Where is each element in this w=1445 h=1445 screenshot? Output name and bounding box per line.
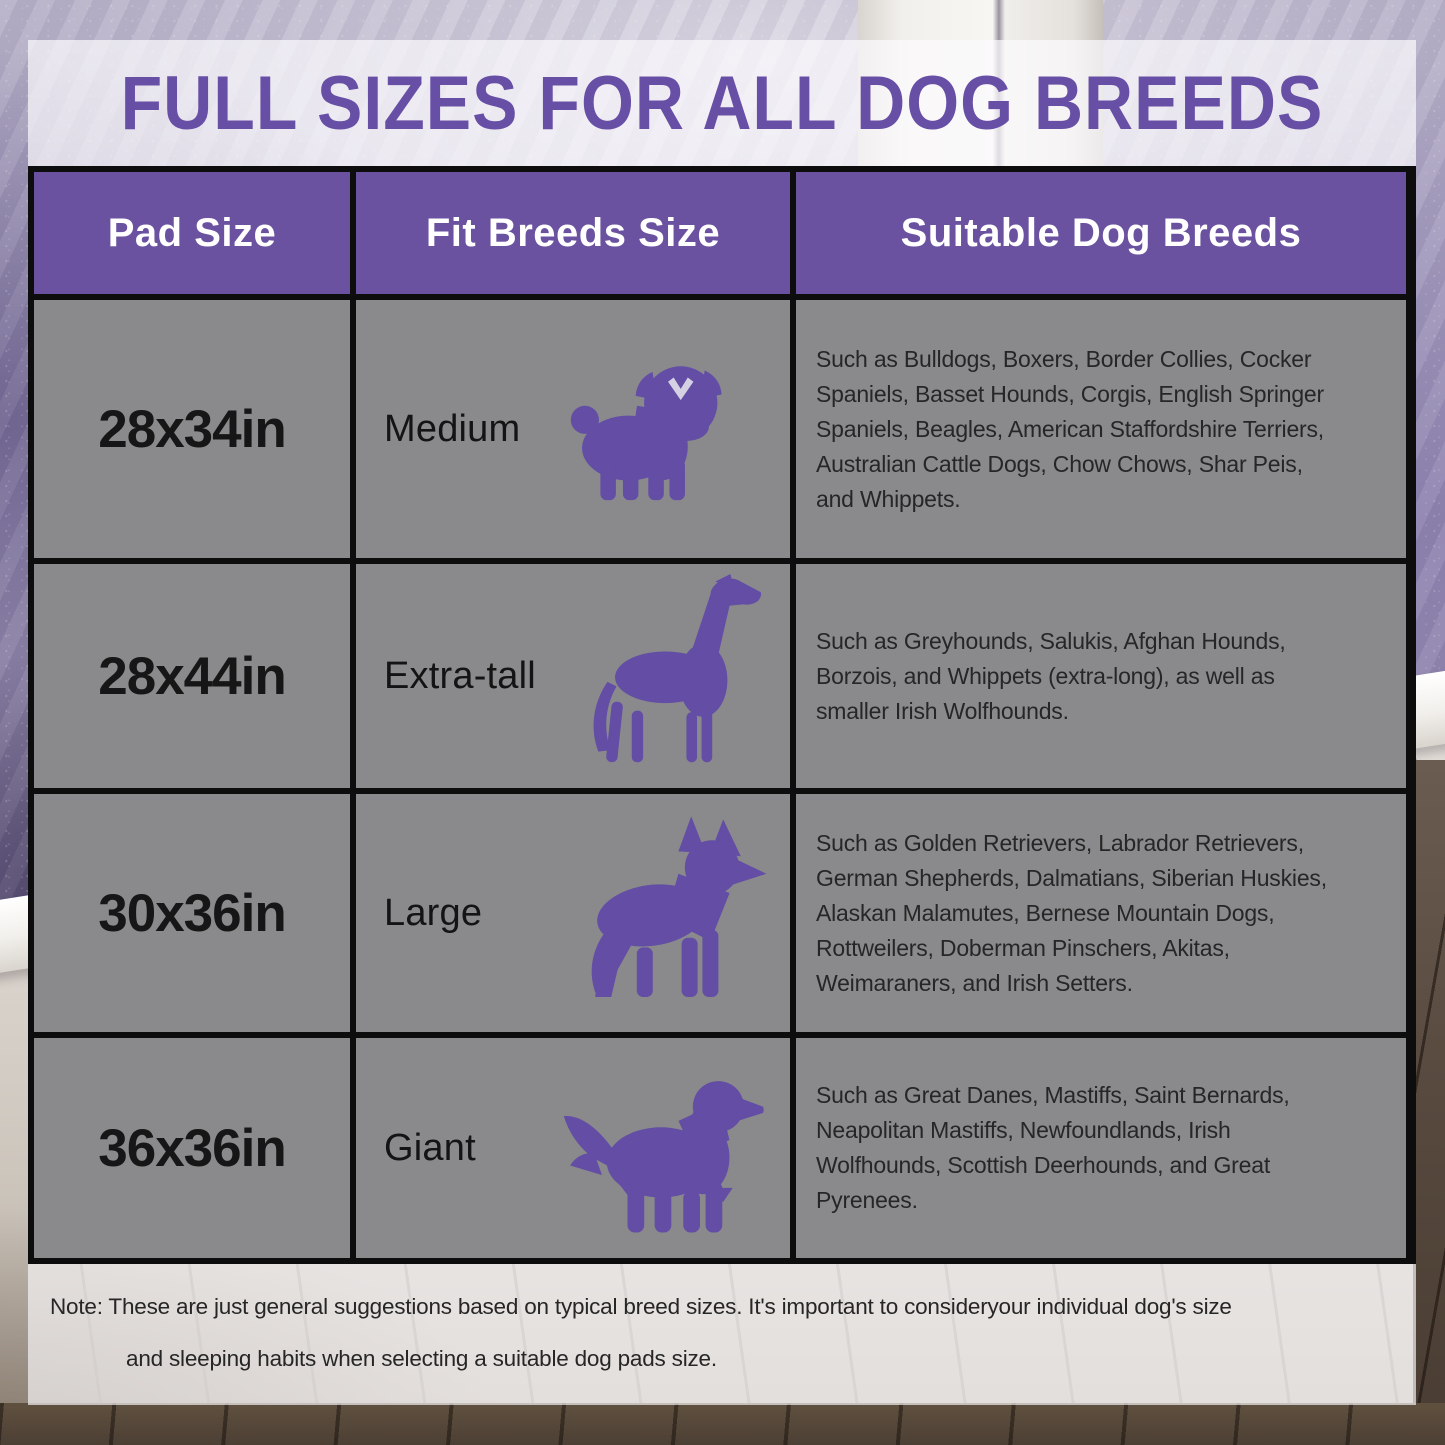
- size-table: Pad Size Fit Breeds Size Suitable Dog Br…: [28, 166, 1416, 1264]
- header-cell-suitable-dog-breeds: Suitable Dog Breeds: [796, 172, 1406, 294]
- fit-size-label: Large: [384, 891, 483, 934]
- table-row-1-pad-size: 28x34in: [34, 300, 350, 558]
- table-row-2-pad-size: 28x44in: [34, 564, 350, 788]
- german-shepherd-dog-icon: [591, 816, 767, 997]
- table-row-1-suitable-breeds: Such as Bulldogs, Boxers, Border Collies…: [796, 300, 1406, 558]
- header-label: Suitable Dog Breeds: [900, 210, 1302, 255]
- suitable-breeds-text: Such as Golden Retrievers, Labrador Retr…: [816, 829, 1327, 996]
- bottom-dark-wood-strip: [0, 1403, 1445, 1445]
- table-row-4-suitable-breeds: Such as Great Danes, Mastiffs, Saint Ber…: [796, 1038, 1406, 1258]
- golden-retriever-dog-icon: [563, 1081, 764, 1233]
- table-row-3-pad-size: 30x36in: [34, 794, 350, 1032]
- header-cell-pad-size: Pad Size: [34, 172, 350, 294]
- page-title: FULL SIZES FOR ALL DOG BREEDS: [120, 60, 1324, 146]
- note-text-line-1: Note: These are just general suggestions…: [50, 1294, 1232, 1319]
- fit-size-label: Giant: [384, 1126, 476, 1169]
- pad-size-value: 28x44in: [98, 646, 286, 706]
- greyhound-dog-icon: [593, 573, 762, 762]
- table-row-3-fit-size: Large: [356, 794, 790, 1032]
- header-label: Pad Size: [107, 210, 277, 255]
- table-row-4-pad-size: 36x36in: [34, 1038, 350, 1258]
- note-band: Note: These are just general suggestions…: [28, 1264, 1416, 1405]
- header-label: Fit Breeds Size: [425, 210, 721, 255]
- pad-size-value: 30x36in: [98, 883, 286, 943]
- pad-size-value: 36x36in: [98, 1118, 286, 1178]
- header-cell-fit-breeds-size: Fit Breeds Size: [356, 172, 790, 294]
- table-row-2-suitable-breeds: Such as Greyhounds, Salukis, Afghan Houn…: [796, 564, 1406, 788]
- title-band: FULL SIZES FOR ALL DOG BREEDS: [28, 40, 1416, 166]
- suitable-breeds-text: Such as Bulldogs, Boxers, Border Collies…: [816, 345, 1324, 512]
- note-text-line-2: and sleeping habits when selecting a sui…: [126, 1346, 717, 1371]
- table-row-1-fit-size: Medium: [356, 300, 790, 558]
- content-panel: FULL SIZES FOR ALL DOG BREEDS Pad Size F…: [28, 40, 1416, 1405]
- fit-size-label: Extra-tall: [384, 654, 536, 697]
- table-row-2-fit-size: Extra-tall: [356, 564, 790, 788]
- pad-size-value: 28x34in: [98, 399, 286, 459]
- table-row-4-fit-size: Giant: [356, 1038, 790, 1258]
- suitable-breeds-text: Such as Greyhounds, Salukis, Afghan Houn…: [816, 627, 1286, 724]
- table-row-3-suitable-breeds: Such as Golden Retrievers, Labrador Retr…: [796, 794, 1406, 1032]
- right-dark-wood-edge: [1413, 760, 1445, 1445]
- suitable-breeds-text: Such as Great Danes, Mastiffs, Saint Ber…: [816, 1082, 1290, 1213]
- fit-size-label: Medium: [384, 407, 521, 450]
- pug-dog-icon: [570, 366, 722, 501]
